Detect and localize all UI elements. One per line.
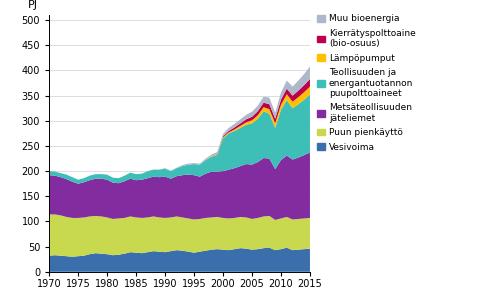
Text: PJ: PJ <box>29 0 38 10</box>
Legend: Muu bioenergia, Kierrätyspolttoaine
(bio-osuus), Lämpöpumput, Teollisuuden ja
en: Muu bioenergia, Kierrätyspolttoaine (bio… <box>317 14 416 152</box>
